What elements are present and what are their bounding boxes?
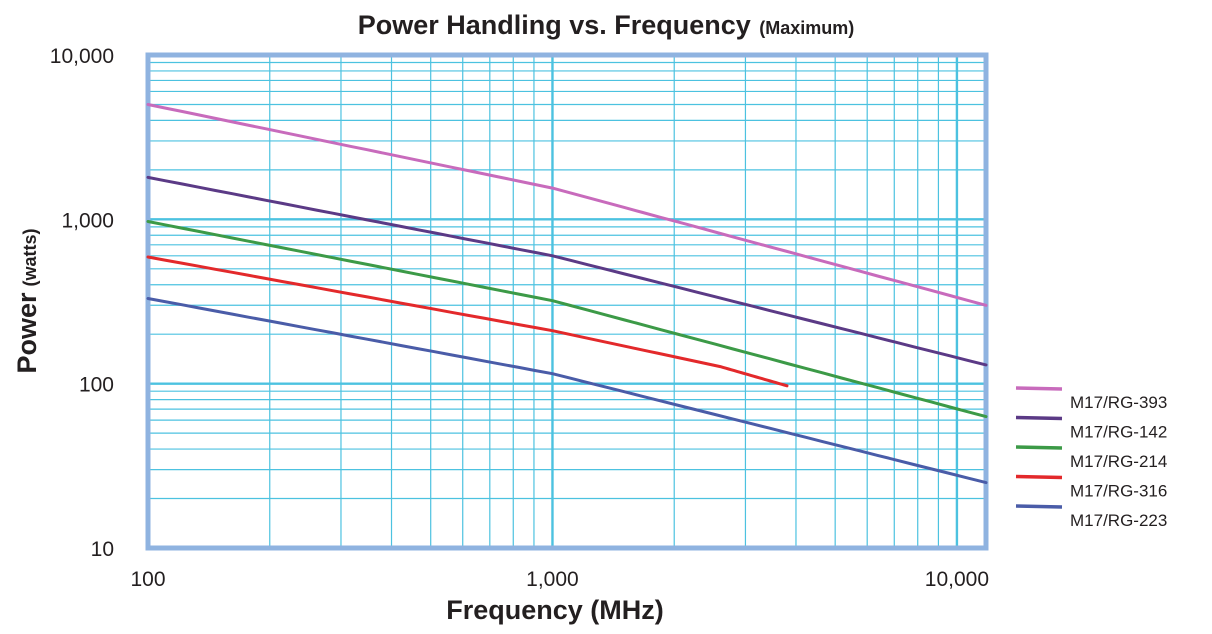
y-axis-title-unit: (watts)	[20, 228, 40, 286]
tick-labels: 100 1,000 10,000 10 100 1,000 10,000	[50, 45, 989, 591]
series-line-1	[146, 103, 988, 307]
legend-label: M17/RG-142	[1070, 423, 1167, 442]
legend-label: M17/RG-214	[1070, 452, 1167, 471]
y-axis-title: Power (watts)	[12, 228, 42, 373]
legend-label: M17/RG-316	[1070, 482, 1167, 501]
x-tick-label: 100	[130, 568, 165, 591]
grid	[148, 55, 986, 548]
x-tick-label: 10,000	[925, 568, 989, 591]
y-tick-label: 1,000	[61, 209, 114, 232]
series-group	[146, 103, 988, 485]
series-line-3	[146, 220, 988, 419]
x-tick-label: 1,000	[526, 568, 579, 591]
plot-frame	[145, 52, 989, 551]
legend-swatch	[1015, 504, 1063, 509]
y-axis-title-main: Power	[12, 292, 42, 374]
y-tick-label: 10,000	[50, 45, 114, 68]
legend-label: M17/RG-223	[1070, 511, 1167, 530]
legend-swatch	[1015, 415, 1063, 421]
legend: M17/RG-393 M17/RG-142 M17/RG-214 M17/RG-316…	[1015, 386, 1167, 530]
legend-swatch	[1015, 386, 1063, 391]
series-line-2	[146, 175, 988, 367]
y-tick-label: 10	[91, 538, 114, 561]
legend-swatch	[1015, 474, 1063, 480]
chart-title-main: Power Handling vs. Frequency	[357, 10, 751, 40]
y-tick-label: 100	[79, 374, 114, 397]
chart-subtitle: (Maximum)	[759, 18, 855, 38]
chart-title: Power Handling vs. Frequency (Maximum)	[0, 10, 1212, 41]
legend-swatch	[1015, 445, 1063, 450]
legend-label: M17/RG-393	[1070, 393, 1167, 412]
series-line-4	[146, 255, 789, 388]
series-line-5	[146, 297, 988, 485]
x-axis-title: Frequency (MHz)	[446, 595, 664, 625]
